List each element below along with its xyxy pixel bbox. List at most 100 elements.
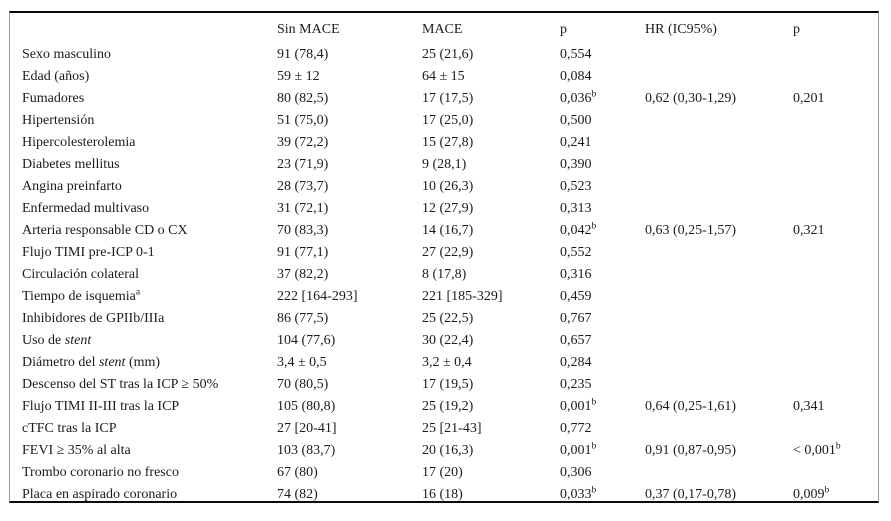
hr-ic95-value: 0,91 (0,87-0,95) [645,443,736,458]
hr-ic95-value: 0,62 (0,30-1,29) [645,91,736,106]
sin-mace-value: 51 (75,0) [277,113,329,128]
p-adjusted-value [781,352,878,374]
hr-ic95-value [633,154,781,176]
sin-mace-value: 70 (80,5) [277,377,329,392]
p-value: 0,306 [560,465,592,480]
sin-mace-value: 70 (83,3) [277,223,329,238]
table-row: cTFC tras la ICP 27 [20-41] 25 [21-43] 0,77… [10,418,878,440]
hr-ic95-value [633,330,781,352]
p-adjusted-value [781,242,878,264]
row-label: Placa en aspirado coronario [22,487,178,502]
mace-value: 17 (19,5) [422,377,474,392]
p-value: 0,084 [560,69,592,84]
table-row: Sexo masculino 91 (78,4) 25 (21,6) 0,554 [10,44,878,66]
p-value: 0,500 [560,113,592,128]
footnote-marker: b [591,485,597,496]
mace-value: 9 (28,1) [422,157,467,172]
hr-ic95-value [633,374,781,396]
table-row: Flujo TIMI pre-ICP 0-1 91 (77,1) 27 (22,9)… [10,242,878,264]
footnote-marker: a [135,287,141,298]
mace-value: 8 (17,8) [422,267,467,282]
mace-value: 12 (27,9) [422,201,474,216]
row-label: Uso de stent [22,333,92,348]
p-value: 0,235 [560,377,592,392]
hr-ic95-value [633,132,781,154]
hr-ic95-value: 0,37 (0,17-0,78) [645,487,736,502]
mace-value: 25 (19,2) [422,399,474,414]
p-value: 0,033b [560,485,597,502]
sin-mace-value: 91 (78,4) [277,47,329,62]
table-row: Trombo coronario no fresco 67 (80) 17 (20)… [10,462,878,484]
p-adjusted-value [781,462,878,484]
table-row: Descenso del ST tras la ICP ≥ 50% 70 (80,… [10,374,878,396]
mace-value: 20 (16,3) [422,443,474,458]
column-header-p-adjusted: p [793,21,800,37]
table-row: Arteria responsable CD o CX 70 (83,3) 14 (… [10,220,878,242]
p-adjusted-value [781,66,878,88]
row-label: Angina preinfarto [22,179,122,194]
p-adjusted-value: 0,321 [793,223,825,238]
hr-ic95-value [633,418,781,440]
sin-mace-value: 103 (83,7) [277,443,336,458]
mace-value: 30 (22,4) [422,333,474,348]
p-adjusted-value [781,154,878,176]
hr-ic95-value [633,286,781,308]
hr-ic95-value [633,110,781,132]
sin-mace-value: 86 (77,5) [277,311,329,326]
table-row: Flujo TIMI II-III tras la ICP 105 (80,8) 2… [10,396,878,418]
table-row: Uso de stent 104 (77,6) 30 (22,4) 0,657 [10,330,878,352]
hr-ic95-value [633,264,781,286]
hr-ic95-value [633,308,781,330]
sin-mace-value: 222 [164-293] [277,289,358,304]
hr-ic95-value [633,66,781,88]
p-value: 0,284 [560,355,592,370]
mace-value: 221 [185-329] [422,289,503,304]
row-label: Diabetes mellitus [22,157,120,172]
p-value: 0,241 [560,135,592,150]
mace-value: 14 (16,7) [422,223,474,238]
table-row: Inhibidores de GPIIb/IIIa 86 (77,5) 25 (22… [10,308,878,330]
column-header-p: p [560,21,567,37]
table-row: Hipercolesterolemia 39 (72,2) 15 (27,8) 0,2… [10,132,878,154]
table-row: Tiempo de isquemiaa 222 [164-293] 221 [185… [10,286,878,308]
row-label: Sexo masculino [22,47,112,62]
sin-mace-value: 59 ± 12 [277,69,320,84]
row-label: Flujo TIMI pre-ICP 0-1 [22,245,155,260]
p-value: 0,390 [560,157,592,172]
mace-value: 25 [21-43] [422,421,482,436]
row-label: Diámetro del stent (mm) [22,355,161,370]
hr-ic95-value: 0,63 (0,25-1,57) [645,223,736,238]
mace-value: 15 (27,8) [422,135,474,150]
column-header-variable [10,13,265,44]
sin-mace-value: 23 (71,9) [277,157,329,172]
row-label: Tiempo de isquemiaa [22,287,141,304]
table-row: Angina preinfarto 28 (73,7) 10 (26,3) 0,523 [10,176,878,198]
row-label: Edad (años) [22,69,90,84]
table-row: Diabetes mellitus 23 (71,9) 9 (28,1) 0,390 [10,154,878,176]
row-label: Enfermedad multivaso [22,201,150,216]
table-row: Hipertensión 51 (75,0) 17 (25,0) 0,500 [10,110,878,132]
mace-comparison-table: Sin MACE MACE p HR (IC95%) p Sexo mascul… [10,13,878,506]
footnote-marker: b [824,485,830,496]
table-row: Placa en aspirado coronario 74 (82) 16 (18… [10,484,878,506]
p-adjusted-value: < 0,001b [793,441,841,458]
p-adjusted-value [781,330,878,352]
hr-ic95-value [633,462,781,484]
row-label: Circulación colateral [22,267,139,282]
p-value: 0,523 [560,179,592,194]
table-row: Enfermedad multivaso 31 (72,1) 12 (27,9) 0,… [10,198,878,220]
row-label: Fumadores [22,91,85,106]
sin-mace-value: 80 (82,5) [277,91,329,106]
row-label: Inhibidores de GPIIb/IIIa [22,311,165,326]
hr-ic95-value [633,242,781,264]
hr-ic95-value [633,352,781,374]
footnote-marker: b [591,221,597,232]
p-adjusted-value: 0,201 [793,91,825,106]
mace-value: 3,2 ± 0,4 [422,355,472,370]
sin-mace-value: 3,4 ± 0,5 [277,355,327,370]
sin-mace-value: 31 (72,1) [277,201,329,216]
p-adjusted-value: 0,341 [793,399,825,414]
p-adjusted-value [781,286,878,308]
row-label: Flujo TIMI II-III tras la ICP [22,399,180,414]
p-adjusted-value [781,264,878,286]
